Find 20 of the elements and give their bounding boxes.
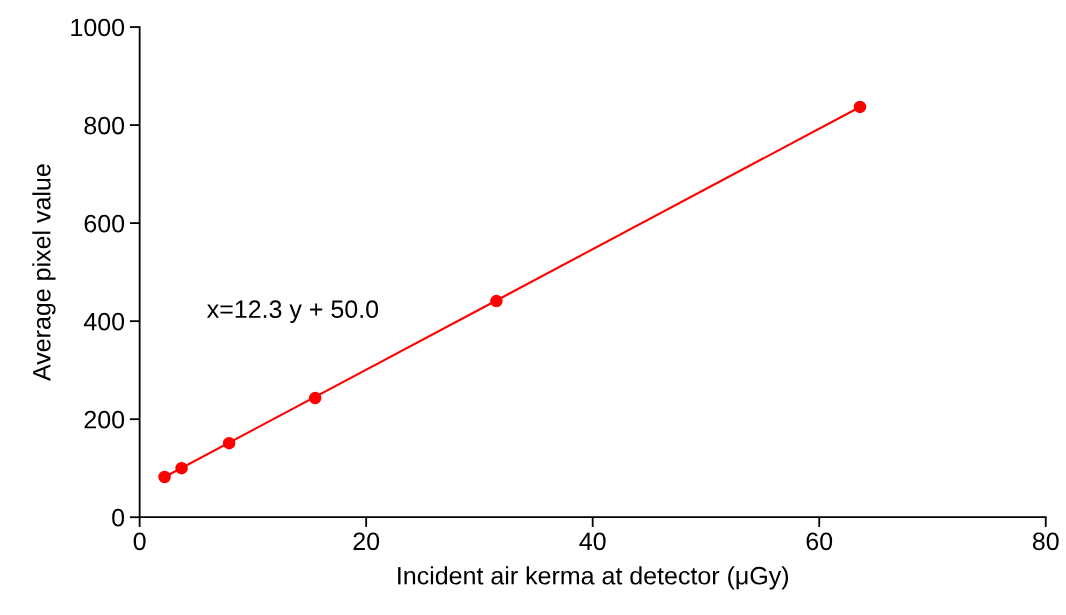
x-tick-label: 80: [1032, 532, 1059, 551]
x-axis-title: Incident air kerma at detector (μGy): [398, 566, 789, 590]
y-tick-label: 800: [84, 116, 125, 135]
point: [222, 436, 236, 450]
y-axis-title: Average pixel value: [32, 164, 56, 381]
y-tick-label: 600: [84, 214, 125, 233]
x-tick-label: 20: [353, 532, 380, 551]
y-tick-label: 1000: [71, 18, 125, 37]
annotation: x=12.3 y + 50.0: [206, 300, 379, 323]
x-tick-label: 40: [579, 532, 606, 551]
x-tick-label: 60: [806, 532, 833, 551]
point: [158, 470, 171, 484]
point: [853, 100, 867, 114]
x-tick-label: 0: [133, 532, 146, 551]
y-tick-label: 200: [84, 410, 125, 429]
y-tick-label: 0: [112, 508, 125, 527]
point: [308, 391, 322, 405]
point: [175, 461, 188, 475]
y-tick-label: 400: [83, 312, 125, 331]
point: [490, 294, 503, 308]
